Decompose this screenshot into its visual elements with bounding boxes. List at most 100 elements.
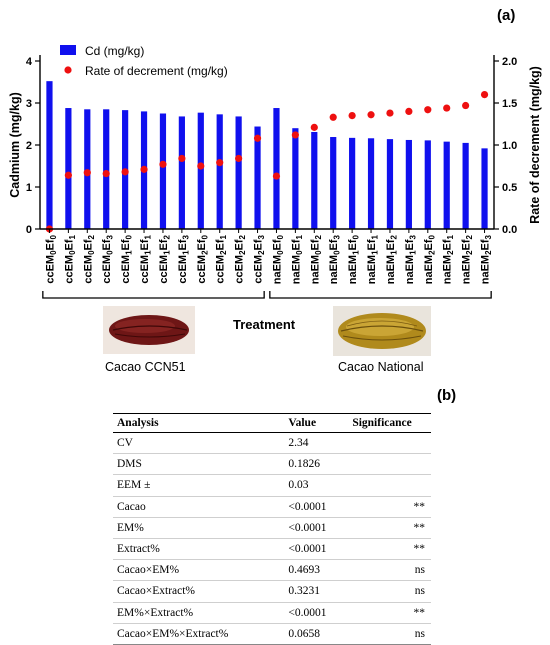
- rate-point-6: [159, 160, 167, 168]
- cell-value: <0.0001: [278, 602, 349, 624]
- bar-15: [330, 137, 337, 229]
- x-tick-label-7: ccEM1Ef3: [177, 234, 191, 283]
- rate-point-1: [64, 171, 72, 179]
- table-row: Cacao×EM% 0.4693 ns: [113, 559, 431, 582]
- right-tick-label-0: 0.0: [502, 224, 517, 236]
- x-tick-label-4: ccEM1Ef0: [120, 234, 134, 283]
- cell-significance: [348, 432, 431, 455]
- cell-analysis: Cacao×EM%×Extract%: [113, 623, 279, 645]
- cell-analysis: Cacao×EM%: [113, 559, 279, 582]
- rate-point-4: [121, 168, 129, 176]
- left-axis-title: Cadmium (mg/kg): [8, 92, 22, 198]
- bar-10: [235, 116, 242, 229]
- x-tick-label-13: naEM0Ef1: [290, 234, 304, 284]
- x-tick-label-16: naEM1Ef0: [347, 234, 361, 284]
- legend-bar-swatch: [60, 45, 76, 55]
- dual-axis-chart: 0 1 2 3 4 0.0 0.5 1.0 1.5 2.0 Cadmium (mg/kg) Rate …: [8, 44, 542, 299]
- x-tick-label-3: ccEM0Ef3: [101, 234, 115, 283]
- cell-value: 0.03: [278, 474, 349, 497]
- bar-16: [349, 137, 356, 229]
- left-tick-label-4: 4: [26, 56, 33, 68]
- x-tick-label-22: naEM2Ef2: [461, 234, 475, 284]
- x-tick-label-20: naEM2Ef0: [423, 234, 437, 284]
- rate-point-13: [291, 131, 299, 139]
- cell-value: <0.0001: [278, 517, 349, 539]
- table-row: DMS 0.1826: [113, 453, 431, 476]
- rate-point-11: [253, 134, 262, 142]
- cell-value: <0.0001: [278, 496, 349, 518]
- table-row: Cacao <0.0001 **: [113, 496, 431, 518]
- cell-significance: ns: [348, 623, 431, 645]
- header-value: Value: [278, 413, 349, 433]
- bar-22: [462, 142, 469, 229]
- cell-value: <0.0001: [278, 538, 349, 561]
- cacao-national-caption: Cacao National: [338, 360, 424, 374]
- bar-18: [386, 139, 394, 229]
- x-tick-label-15: naEM0Ef3: [328, 234, 342, 284]
- legend-dot-swatch: [64, 66, 72, 74]
- cacao-ccn51-caption: Cacao CCN51: [105, 360, 186, 374]
- left-tick-label-2: 2: [26, 140, 32, 152]
- x-tick-label-11: ccEM2Ef3: [253, 234, 267, 283]
- rate-point-9: [216, 159, 224, 167]
- table-row: EM%×Extract% <0.0001 **: [113, 602, 431, 624]
- right-tick-label-4: 2.0: [502, 56, 517, 68]
- x-tick-label-8: ccEM2Ef0: [196, 234, 210, 283]
- rate-point-14: [310, 123, 318, 131]
- bar-11: [254, 126, 261, 229]
- table-row: EM% <0.0001 **: [113, 517, 431, 539]
- cell-value: 0.3231: [278, 580, 349, 603]
- bar-14: [311, 131, 318, 229]
- panel-b-label: (b): [437, 387, 457, 404]
- cell-analysis: CV: [113, 432, 279, 455]
- x-tick-label-10: ccEM2Ef2: [234, 234, 248, 283]
- cell-significance: **: [348, 602, 431, 624]
- cell-analysis: Cacao×Extract%: [113, 580, 279, 603]
- bar-13: [292, 128, 299, 229]
- legend-bar-label: Cd (mg/kg): [85, 44, 144, 58]
- x-tick-label-6: ccEM1Ef2: [158, 234, 172, 283]
- x-tick-label-0: ccEM0Ef0: [44, 234, 58, 283]
- cell-value: 2.34: [278, 432, 349, 455]
- rate-point-7: [178, 154, 186, 163]
- x-tick-label-1: ccEM0Ef1: [63, 234, 77, 283]
- cell-value: 0.0658: [278, 623, 349, 645]
- cell-analysis: EEM ±: [113, 474, 279, 497]
- x-tick-label-9: ccEM2Ef1: [215, 234, 229, 283]
- x-tick-label-18: naEM1Ef2: [385, 234, 399, 284]
- table-row: EEM ±0.03: [113, 474, 431, 497]
- cell-significance: **: [348, 496, 431, 518]
- x-tick-label-19: naEM1Ef3: [404, 234, 418, 284]
- bar-7: [178, 116, 185, 229]
- table-row: Extract% <0.0001 **: [113, 538, 431, 561]
- rate-point-21: [443, 104, 451, 112]
- header-significance: Significance: [348, 413, 431, 433]
- rate-point-15: [329, 113, 337, 121]
- rate-point-18: [386, 109, 394, 117]
- cell-significance: [348, 474, 431, 497]
- cell-analysis: Extract%: [113, 538, 279, 561]
- ccn51-group-bracket: [42, 291, 265, 299]
- x-tick-label-12: naEM0Ef0: [271, 234, 285, 284]
- cell-analysis: EM%×Extract%: [113, 602, 279, 624]
- cell-significance: ns: [348, 580, 431, 603]
- right-tick-label-2: 1.0: [502, 140, 517, 152]
- x-tick-label-21: naEM2Ef1: [442, 234, 456, 284]
- header-analysis: Analysis: [113, 413, 279, 433]
- bar-23: [481, 148, 488, 229]
- left-tick-label-3: 3: [26, 98, 32, 110]
- rate-point-2: [83, 169, 91, 177]
- cell-analysis: EM%: [113, 517, 279, 539]
- bar-17: [367, 138, 375, 229]
- x-tick-label-14: naEM0Ef2: [309, 234, 323, 284]
- x-tick-label-23: naEM2Ef3: [480, 234, 494, 284]
- right-tick-label-1: 0.5: [502, 182, 517, 194]
- cell-analysis: DMS: [113, 453, 279, 476]
- rate-point-17: [367, 111, 375, 119]
- cell-significance: **: [348, 538, 431, 561]
- cell-significance: ns: [348, 559, 431, 582]
- bar-12: [273, 108, 280, 229]
- rate-point-12: [272, 172, 281, 180]
- bar-3: [103, 109, 110, 229]
- bar-19: [405, 139, 412, 229]
